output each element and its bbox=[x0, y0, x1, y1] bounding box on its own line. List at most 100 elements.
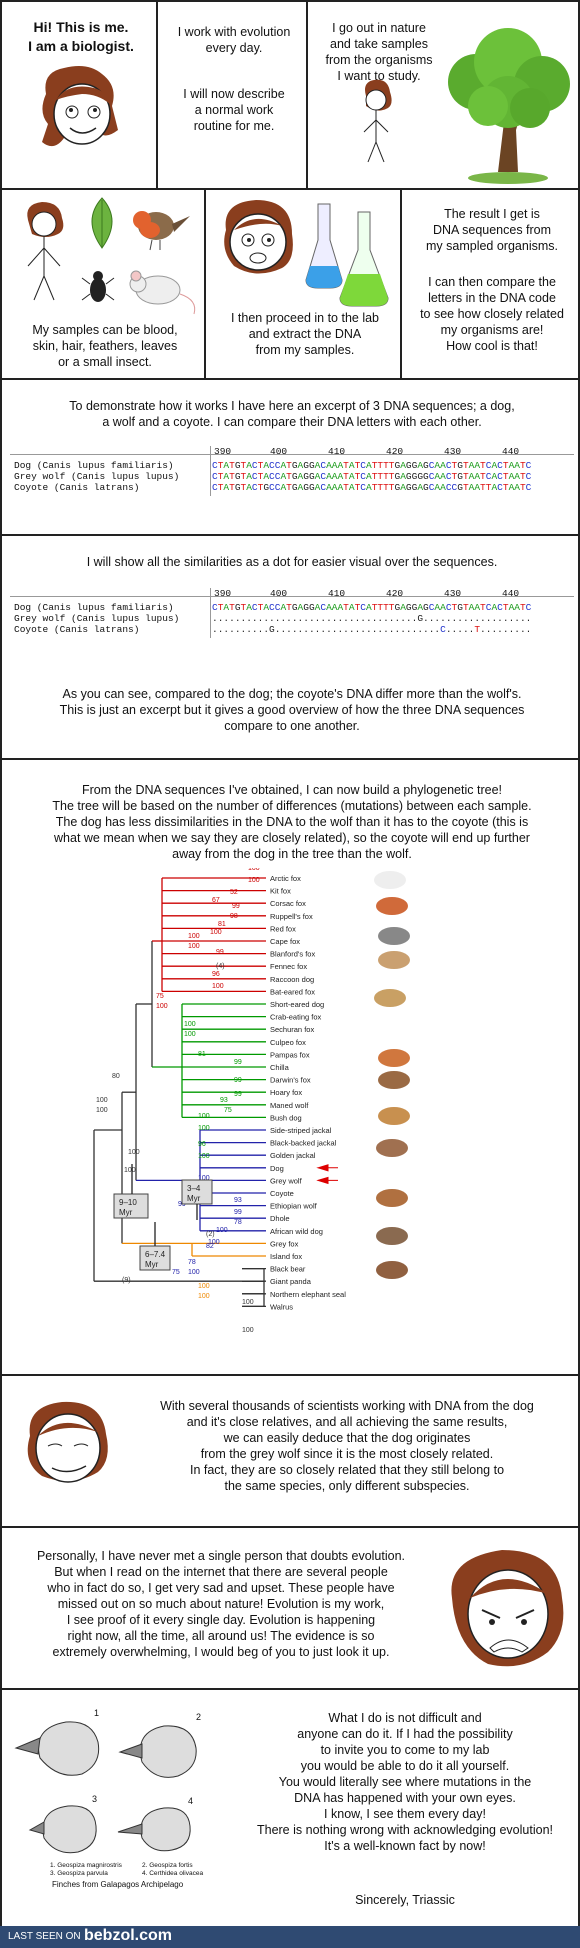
taxon-label: Coyote bbox=[270, 1189, 294, 1198]
finch-legend-1: 1. Geospiza magnirostris bbox=[50, 1862, 122, 1869]
seq-intro-line2: a wolf and a coyote. I can compare their… bbox=[102, 415, 482, 429]
animal-thumbnail-icon bbox=[376, 897, 408, 915]
work-line4: a normal work bbox=[194, 103, 274, 117]
node-support-label: 100 bbox=[198, 1113, 210, 1120]
invite-line8: There is nothing wrong with acknowledgin… bbox=[256, 1823, 553, 1837]
result-line4: I can then compare the bbox=[428, 275, 556, 289]
tree-line5: away from the dog in the tree than the w… bbox=[172, 847, 412, 861]
taxon-label: Ethiopian wolf bbox=[270, 1202, 318, 1211]
intro-line2: I am a biologist. bbox=[28, 38, 134, 54]
node-support-label: 75 bbox=[156, 993, 164, 1000]
seq-label-wolf: Grey wolf (Canis lupus lupus) bbox=[14, 613, 180, 624]
finch-legend-4: 4. Certhidea olivacea bbox=[142, 1870, 204, 1877]
footer-site-link[interactable]: bebzol.com bbox=[84, 1927, 173, 1944]
node-support-label: 99 bbox=[234, 1077, 242, 1084]
animal-thumbnail-icon bbox=[374, 989, 406, 1007]
seq-label-coyote: Coyote (Canis latrans) bbox=[14, 624, 140, 635]
tree-icon bbox=[363, 28, 570, 184]
mouse-icon bbox=[129, 270, 196, 315]
myr-unit: Myr bbox=[119, 1208, 133, 1217]
result-line5: letters in the DNA code bbox=[428, 291, 556, 305]
taxon-label: Island fox bbox=[270, 1252, 302, 1261]
taxon-label: Maned wolf bbox=[270, 1101, 309, 1110]
sequence-alignment: 390 400 410 420 430 440 Dog (Canis lupus… bbox=[2, 446, 578, 500]
ruler-tick: 400 bbox=[270, 446, 288, 457]
finch-legend-2: 2. Geospiza fortis bbox=[142, 1862, 193, 1869]
lab-flasks-icon bbox=[224, 200, 389, 307]
invite-line7: I know, I see them every day! bbox=[324, 1807, 486, 1821]
lab-line1: I then proceed in to the lab bbox=[230, 311, 380, 325]
taxon-label: Arctic fox bbox=[270, 874, 301, 883]
node-support-label: 75 bbox=[224, 1107, 232, 1114]
myr-value: 6–7.4 bbox=[145, 1250, 166, 1259]
nature-line2: and take samples bbox=[330, 37, 428, 51]
samples-line1: My samples can be blood, bbox=[32, 323, 178, 337]
node-support-label: 99 bbox=[234, 1209, 242, 1216]
node-support-label: 75 bbox=[172, 1269, 180, 1276]
taxon-label: Grey wolf bbox=[270, 1176, 303, 1185]
panel-phylogenetic-tree: From the DNA sequences I've obtained, I … bbox=[0, 758, 580, 1376]
highlight-arrow-icon bbox=[316, 1164, 338, 1172]
panel-scientists: With several thousands of scientists wor… bbox=[0, 1374, 580, 1528]
ruler-tick: 430 bbox=[444, 446, 462, 457]
node-support-label: 100 bbox=[198, 1293, 210, 1300]
footer-bar: LAST SEEN ON bebzol.com bbox=[0, 1926, 580, 1948]
panel-intro: Hi! This is me. I am a biologist. bbox=[0, 0, 158, 190]
animal-thumbnail-icon bbox=[378, 1107, 410, 1125]
signature: Sincerely, Triassic bbox=[355, 1893, 455, 1907]
panel-sequences: To demonstrate how it works I have here … bbox=[0, 378, 580, 536]
animal-thumbnail-icon bbox=[376, 1139, 408, 1157]
finch-number: 2 bbox=[196, 1712, 202, 1722]
taxon-label: Sechuran fox bbox=[270, 1025, 314, 1034]
finches-icon bbox=[14, 1721, 197, 1854]
animal-thumbnail-icon bbox=[376, 1261, 408, 1279]
node-support-label: 78 bbox=[234, 1219, 242, 1226]
finch-number: 1 bbox=[94, 1708, 100, 1718]
work-line1: I work with evolution bbox=[177, 25, 291, 39]
nature-line4: I want to study. bbox=[337, 69, 421, 83]
phylogenetic-tree: Arctic fox Kit fox Corsac fox Ruppell's fox… bbox=[93, 868, 410, 1334]
dotted-line3: This is just an excerpt but it gives a g… bbox=[59, 703, 525, 717]
animal-thumbnail-icon bbox=[378, 927, 410, 945]
dotted-alignment: 390 400 410 420 430 440 Dog (Canis lupus… bbox=[2, 588, 578, 642]
node-support-label: 100 bbox=[156, 1003, 168, 1010]
work-line3: I will now describe bbox=[183, 87, 285, 101]
invite-line5: You would literally see where mutations … bbox=[278, 1775, 532, 1789]
result-line8: How cool is that! bbox=[446, 339, 538, 353]
dna-seq-coyote: CTATGTACTGCCATGAGGACAAATATCATTTTGAGGAGCA… bbox=[212, 482, 532, 493]
dotted-line2: As you can see, compared to the dog; the… bbox=[62, 687, 522, 701]
dotted-intro: I will show all the similarities as a do… bbox=[86, 555, 498, 569]
taxon-label: Golden jackal bbox=[270, 1151, 316, 1160]
node-support-label: 100 bbox=[188, 1269, 200, 1276]
taxon-label: Red fox bbox=[270, 924, 296, 933]
node-support-label: 100 bbox=[198, 1175, 210, 1182]
node-support-label: 93 bbox=[220, 1097, 228, 1104]
tree-line1: From the DNA sequences I've obtained, I … bbox=[82, 783, 502, 797]
scientists-line3: we can easily deduce that the dog origin… bbox=[223, 1431, 471, 1445]
personal-line3: who in fact do so, I get very sad and up… bbox=[47, 1581, 395, 1595]
panel-samples: My samples can be blood, skin, hair, fea… bbox=[0, 188, 206, 380]
node-support-label: 100 bbox=[184, 1031, 196, 1038]
samples-line3: or a small insect. bbox=[58, 355, 152, 369]
stick-figure-icon bbox=[363, 79, 392, 163]
taxon-label: Dhole bbox=[270, 1214, 290, 1223]
node-support-label: 96 bbox=[198, 1141, 206, 1148]
invite-line1: What I do is not difficult and bbox=[328, 1711, 482, 1725]
node-support-label: 81 bbox=[218, 921, 226, 928]
node-support-label: 100 bbox=[124, 1167, 136, 1174]
result-line2: DNA sequences from bbox=[432, 223, 552, 237]
myr-box bbox=[139, 1245, 171, 1271]
personal-line4: missed out on so much about nature! Evol… bbox=[57, 1597, 385, 1611]
node-support-label: 82 bbox=[206, 1243, 214, 1250]
scientists-line1: With several thousands of scientists wor… bbox=[160, 1399, 534, 1413]
node-support-label: 100 bbox=[210, 929, 222, 936]
seq-label-coyote: Coyote (Canis latrans) bbox=[14, 482, 140, 493]
ruler-tick: 440 bbox=[502, 446, 520, 457]
biologist-face-icon bbox=[42, 66, 118, 147]
taxon-label: Darwin's fox bbox=[270, 1076, 311, 1085]
panel-result: The result I get is DNA sequences from m… bbox=[400, 188, 580, 380]
personal-line2: But when I read on the internet that the… bbox=[54, 1565, 388, 1579]
taxon-label: Fennec fox bbox=[270, 962, 307, 971]
ruler-tick: 440 bbox=[502, 588, 520, 599]
seq-label-dog: Dog (Canis lupus familiaris) bbox=[14, 460, 174, 471]
